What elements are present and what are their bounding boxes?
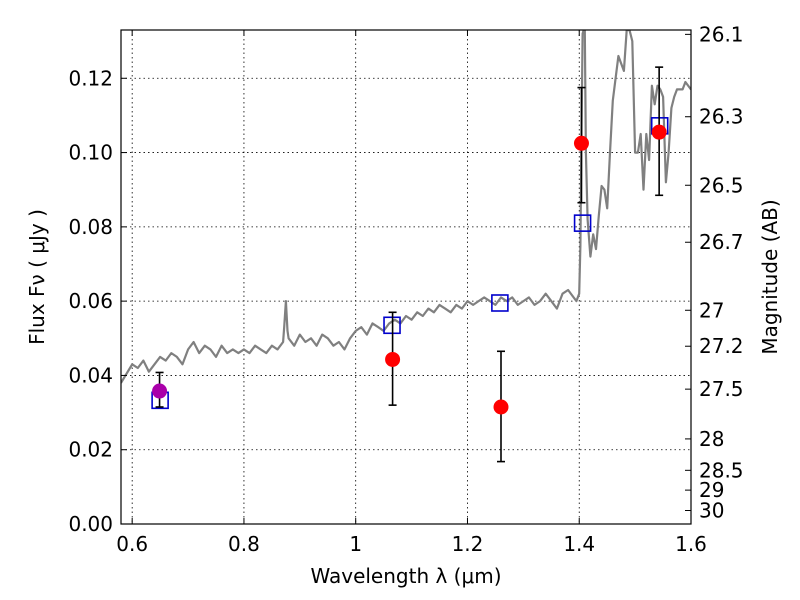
observed-flux-point (152, 383, 168, 399)
y-tick-label: 0.12 (68, 66, 113, 90)
observed-flux-point (385, 351, 401, 367)
plot-background (121, 30, 691, 524)
x-tick-label: 0.8 (228, 532, 260, 556)
axis-ticks: 0.6 0.8 1 1.2 1.4 1.6 0.00 0.02 0.04 0.06 0.08 0.10… (68, 22, 743, 556)
mag-tick-label: 26.7 (699, 230, 744, 254)
observed-flux-point (573, 135, 589, 151)
mag-tick-label: 26.3 (699, 105, 744, 129)
x-tick-label: 1 (349, 532, 362, 556)
y-tick-label: 0.06 (68, 289, 113, 313)
observed-flux-point (651, 124, 667, 140)
y-tick-label: 0.08 (68, 215, 113, 239)
observed-flux-point (493, 399, 509, 415)
mag-tick-label: 28 (699, 427, 724, 451)
model-photometry-square (491, 294, 509, 312)
x-axis-title: Wavelength λ (μm) (310, 564, 501, 588)
mag-tick-label: 27 (699, 298, 724, 322)
y-tick-label: 0.00 (68, 512, 113, 536)
plot-area (121, 30, 691, 463)
mag-tick-label: 27.5 (699, 377, 744, 401)
y-tick-label: 0.10 (68, 141, 113, 165)
mag-tick-label: 28.5 (699, 458, 744, 482)
y-axis-title: Flux Fν ( μJy ) (25, 209, 49, 345)
mag-tick-label: 27.2 (699, 334, 744, 358)
plot-frame (120, 29, 692, 525)
model-spectrum-line (121, 30, 691, 384)
mag-tick-label: 26.5 (699, 173, 744, 197)
mag-tick-label: 29 (699, 478, 724, 502)
x-tick-label: 1.4 (563, 532, 595, 556)
y-tick-label: 0.02 (68, 438, 113, 462)
right-axis-title: Magnitude (AB) (758, 199, 782, 354)
mag-tick-label: 30 (699, 499, 724, 523)
model-photometry-square (573, 214, 592, 232)
x-tick-label: 1.2 (452, 532, 484, 556)
x-tick-label: 0.6 (116, 532, 148, 556)
y-tick-label: 0.04 (68, 363, 113, 387)
x-tick-label: 1.6 (675, 532, 707, 556)
mag-tick-label: 26.1 (699, 22, 744, 46)
